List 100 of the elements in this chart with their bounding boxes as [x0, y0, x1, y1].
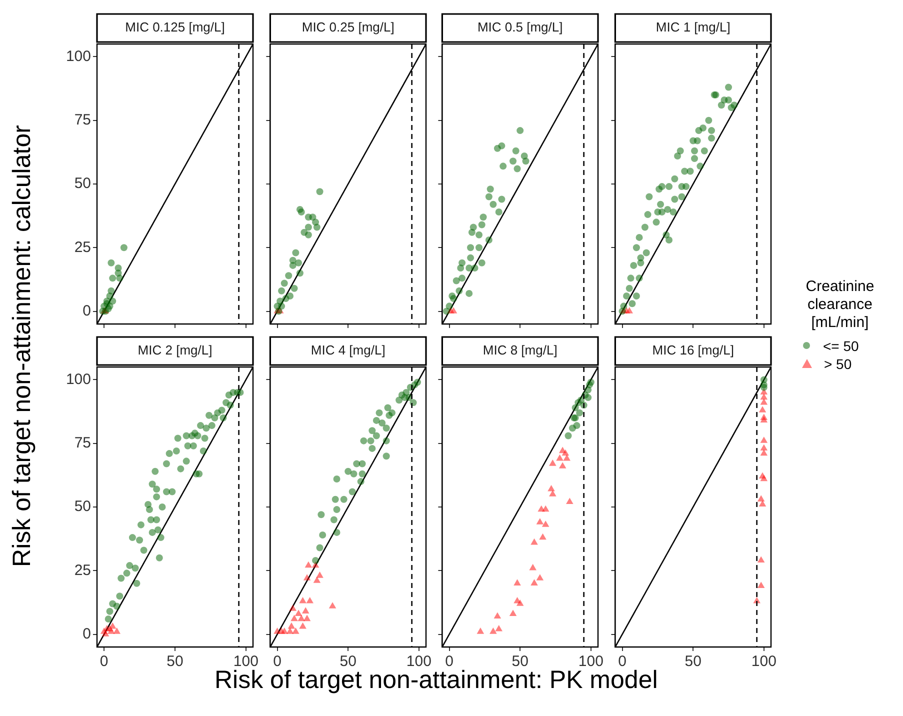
point: [378, 420, 386, 426]
point: [317, 511, 324, 518]
point: [196, 470, 203, 478]
point: [563, 454, 571, 461]
point: [106, 608, 114, 615]
point: [358, 470, 366, 478]
point: [318, 532, 326, 538]
point: [443, 308, 450, 315]
point: [302, 614, 310, 622]
point: [699, 124, 706, 132]
point: [724, 96, 732, 104]
point: [566, 498, 574, 504]
legend-label: <= 50: [822, 338, 859, 354]
point: [670, 208, 677, 216]
point: [113, 628, 120, 634]
point: [760, 436, 768, 443]
point: [760, 393, 768, 400]
point: [498, 142, 506, 150]
point: [168, 488, 176, 496]
x-tick-label: 0: [100, 653, 108, 670]
point: [538, 505, 546, 512]
point: [468, 228, 476, 236]
point: [500, 162, 507, 170]
point: [332, 528, 340, 536]
point: [584, 386, 592, 394]
point: [225, 392, 232, 398]
point: [372, 416, 380, 424]
point: [332, 506, 340, 514]
point: [655, 186, 662, 193]
point: [458, 274, 466, 282]
x-tick-label: 100: [751, 653, 776, 670]
point: [292, 628, 299, 634]
point: [632, 244, 640, 252]
point: [708, 134, 715, 142]
point: [200, 448, 207, 454]
point: [696, 162, 704, 170]
point: [674, 152, 681, 160]
point: [622, 292, 630, 300]
point: [278, 287, 285, 294]
point: [760, 416, 768, 423]
point: [156, 554, 163, 562]
point: [366, 437, 374, 444]
point: [148, 528, 156, 536]
point: [182, 458, 190, 465]
point: [226, 402, 234, 409]
point: [457, 264, 464, 272]
point: [352, 460, 360, 468]
point: [154, 526, 162, 534]
point: [476, 231, 483, 238]
point: [514, 579, 522, 586]
point: [730, 102, 738, 109]
point: [760, 449, 768, 456]
x-tick-label: 50: [166, 653, 184, 670]
y-tick-label: 100: [66, 48, 91, 65]
point: [662, 231, 670, 238]
point: [177, 465, 184, 472]
point: [153, 486, 160, 493]
point: [298, 596, 306, 604]
y-tick-label: 75: [74, 112, 91, 129]
point: [172, 448, 180, 454]
point: [529, 564, 537, 570]
point: [356, 478, 364, 486]
point: [194, 432, 202, 440]
y-tick-label: 25: [74, 562, 91, 579]
point: [206, 412, 213, 419]
point: [190, 442, 197, 450]
point: [514, 165, 521, 172]
point: [140, 546, 148, 554]
chart-title: MIC 0.5 [mg/L]: [478, 20, 563, 35]
point: [201, 434, 208, 442]
point: [758, 500, 766, 507]
point: [292, 249, 299, 256]
point: [316, 572, 324, 578]
point: [290, 614, 298, 622]
point: [290, 284, 298, 292]
point: [153, 516, 160, 524]
point: [548, 484, 556, 492]
point: [642, 249, 650, 256]
point: [487, 186, 494, 193]
point: [297, 614, 305, 622]
point: [382, 452, 390, 460]
point: [478, 259, 486, 266]
point: [630, 262, 637, 269]
point: [294, 259, 302, 266]
point: [126, 562, 134, 570]
point: [757, 495, 765, 502]
point: [296, 270, 304, 277]
point: [564, 432, 572, 440]
point: [471, 264, 478, 272]
point: [162, 488, 170, 496]
point: [400, 394, 408, 402]
point: [166, 450, 173, 458]
y-tick-label: 25: [74, 238, 91, 256]
point: [330, 516, 338, 524]
chart-title: MIC 0.125 [mg/L]: [125, 20, 225, 35]
point: [539, 533, 547, 540]
point: [182, 432, 190, 440]
point: [313, 224, 320, 231]
point: [104, 616, 112, 622]
legend-title: Creatinine clearance [mL/min]: [804, 278, 876, 332]
